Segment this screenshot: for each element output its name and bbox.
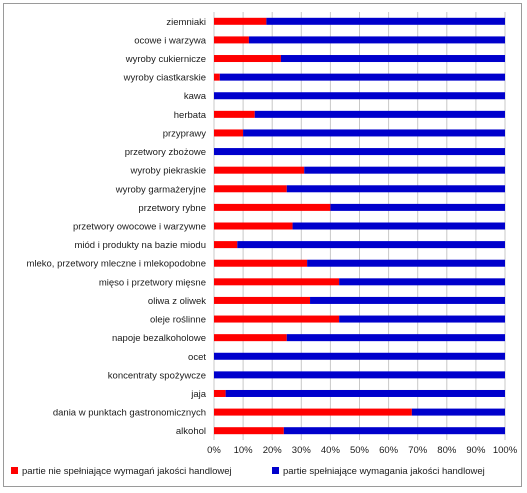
category-label: oleje roślinne bbox=[150, 315, 206, 326]
bar-segment-conforming bbox=[411, 408, 505, 416]
x-tick-label: 20% bbox=[263, 445, 283, 456]
bar-segment-conforming bbox=[225, 389, 505, 397]
category-label: alkohol bbox=[176, 426, 206, 437]
bar-segment-nonconforming bbox=[214, 73, 220, 81]
bar-segment-conforming bbox=[339, 278, 505, 286]
bar-segment-nonconforming bbox=[214, 408, 412, 416]
x-tick-label: 0% bbox=[207, 445, 221, 456]
category-label: wyroby garmażeryjne bbox=[115, 184, 206, 195]
bar-segment-conforming bbox=[214, 92, 505, 100]
x-tick-label: 50% bbox=[350, 445, 370, 456]
category-label: mleko, przetwory mleczne i mlekopodobne bbox=[26, 259, 206, 270]
x-tick-label: 90% bbox=[466, 445, 486, 456]
legend-swatch-nonconforming bbox=[11, 467, 18, 474]
category-label: ocet bbox=[188, 352, 206, 363]
bar-segment-conforming bbox=[307, 259, 505, 267]
bar-segment-nonconforming bbox=[214, 17, 267, 25]
bar-segment-conforming bbox=[214, 352, 505, 360]
category-label: dania w punktach gastronomicznych bbox=[53, 408, 206, 419]
x-tick-label: 30% bbox=[292, 445, 312, 456]
category-label: wyroby ciastkarskie bbox=[123, 73, 206, 84]
category-label: przetwory zbożowe bbox=[125, 147, 206, 158]
bar-segment-conforming bbox=[330, 203, 505, 211]
bar-segment-conforming bbox=[286, 185, 505, 193]
legend-swatch-conforming bbox=[272, 467, 279, 474]
bar-segment-conforming bbox=[339, 315, 505, 323]
bar-segment-conforming bbox=[283, 427, 505, 435]
bar-segment-nonconforming bbox=[214, 315, 340, 323]
category-label: przyprawy bbox=[163, 128, 207, 139]
bar-segment-conforming bbox=[304, 166, 505, 174]
bar-segment-nonconforming bbox=[214, 166, 305, 174]
bar-segment-nonconforming bbox=[214, 389, 226, 397]
bars bbox=[214, 17, 506, 435]
x-tick-label: 100% bbox=[493, 445, 518, 456]
category-label: ocowe i warzywa bbox=[134, 35, 207, 46]
category-label: jaja bbox=[190, 389, 207, 400]
bar-segment-conforming bbox=[280, 55, 505, 63]
bar-segment-nonconforming bbox=[214, 36, 249, 44]
bar-segment-nonconforming bbox=[214, 296, 311, 304]
bar-segment-conforming bbox=[243, 129, 505, 137]
bar-segment-conforming bbox=[292, 222, 505, 230]
category-label: napoje bezalkoholowe bbox=[112, 333, 206, 344]
category-label: wyroby cukiernicze bbox=[125, 54, 206, 65]
bar-segment-nonconforming bbox=[214, 55, 281, 63]
category-label: przetwory owocowe i warzywne bbox=[73, 222, 206, 233]
legend-label-conforming: partie spełniające wymagania jakości han… bbox=[283, 466, 485, 477]
bar-segment-nonconforming bbox=[214, 185, 287, 193]
bar-segment-nonconforming bbox=[214, 241, 238, 249]
bar-segment-conforming bbox=[214, 371, 505, 379]
bar-segment-conforming bbox=[219, 73, 505, 81]
bar-segment-conforming bbox=[266, 17, 505, 25]
stacked-bar-chart: ziemniaki ocowe i warzywa wyroby cukiernic… bbox=[11, 12, 518, 477]
x-tick-label: 60% bbox=[379, 445, 399, 456]
category-label: miód i produkty na bazie miodu bbox=[75, 240, 207, 251]
bar-segment-nonconforming bbox=[214, 222, 293, 230]
bar-segment-conforming bbox=[237, 241, 505, 249]
category-label: koncentraty spożywcze bbox=[108, 370, 206, 381]
bar-segment-nonconforming bbox=[214, 129, 244, 137]
category-label: kawa bbox=[184, 91, 207, 102]
x-tick-label: 80% bbox=[437, 445, 457, 456]
category-label: mięso i przetwory mięsne bbox=[99, 277, 206, 288]
bar-segment-nonconforming bbox=[214, 259, 308, 267]
x-tick-label: 70% bbox=[408, 445, 428, 456]
x-tick-labels: 0% 10% 20% 30% 40% 50% 60% 70% 80% 90% 100% bbox=[207, 445, 518, 456]
legend: partie nie spełniające wymagań jakości h… bbox=[11, 466, 485, 477]
bar-segment-nonconforming bbox=[214, 278, 340, 286]
bar-segment-nonconforming bbox=[214, 203, 331, 211]
category-labels: ziemniaki ocowe i warzywa wyroby cukiernic… bbox=[26, 17, 206, 437]
category-label: oliwa z oliwek bbox=[148, 296, 206, 307]
category-label: wyroby piekraskie bbox=[130, 166, 207, 177]
bar-segment-conforming bbox=[254, 110, 505, 118]
x-tick-label: 10% bbox=[234, 445, 254, 456]
category-label: ziemniaki bbox=[166, 17, 206, 28]
bar-segment-nonconforming bbox=[214, 110, 255, 118]
bar-segment-nonconforming bbox=[214, 334, 287, 342]
bar-segment-nonconforming bbox=[214, 427, 284, 435]
category-label: herbata bbox=[174, 110, 207, 121]
legend-label-nonconforming: partie nie spełniające wymagań jakości h… bbox=[22, 466, 232, 477]
bar-segment-conforming bbox=[310, 296, 505, 304]
bar-segment-conforming bbox=[214, 148, 505, 156]
category-label: przetwory rybne bbox=[138, 203, 206, 214]
bar-segment-conforming bbox=[248, 36, 506, 44]
bar-segment-conforming bbox=[286, 334, 505, 342]
chart-frame: ziemniaki ocowe i warzywa wyroby cukiernic… bbox=[3, 3, 522, 487]
x-tick-label: 40% bbox=[321, 445, 341, 456]
